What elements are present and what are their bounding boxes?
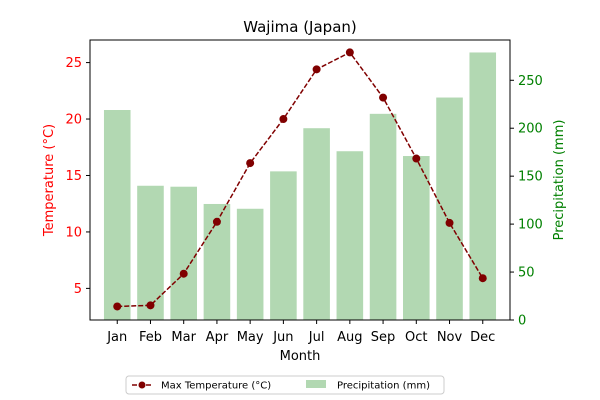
- x-tick-label: Jun: [272, 330, 293, 345]
- right-tick-label: 100: [518, 218, 543, 233]
- x-tick-label: Jan: [106, 330, 127, 345]
- precipitation-bar: [103, 110, 131, 320]
- precipitation-bar: [137, 185, 164, 320]
- precipitation-bar: [270, 171, 297, 320]
- temperature-line-layer: [113, 48, 487, 311]
- x-tick-label: Dec: [470, 330, 495, 345]
- temperature-point: [279, 115, 288, 124]
- legend-frame: [125, 375, 445, 395]
- left-axis-ticks: 5 10 15 20 25: [65, 56, 90, 297]
- precipitation-bar: [236, 208, 264, 320]
- right-tick-label: 250: [518, 74, 543, 89]
- precipitation-bar: [436, 97, 463, 321]
- temperature-point: [478, 274, 487, 283]
- legend-bar-swatch: [306, 380, 326, 388]
- precipitation-bar: [369, 113, 397, 320]
- precipitation-bar: [303, 128, 330, 320]
- plot-frame: [89, 39, 511, 321]
- temperature-point: [212, 217, 221, 226]
- left-tick-label: 15: [65, 169, 82, 184]
- right-axis-ticks: 0 50 100 150 200 250: [510, 74, 543, 329]
- temperature-point: [113, 302, 122, 311]
- left-tick-label: 5: [74, 282, 82, 297]
- temperature-point: [246, 159, 255, 168]
- precipitation-bar: [170, 186, 197, 320]
- temperature-point: [179, 269, 188, 278]
- right-tick-label: 200: [518, 122, 543, 137]
- right-tick-label: 0: [518, 314, 526, 329]
- right-y-axis-label: Precipitation (mm): [552, 120, 567, 241]
- right-tick-label: 50: [518, 266, 535, 281]
- temperature-point: [379, 93, 388, 102]
- left-tick-label: 20: [65, 113, 82, 128]
- x-tick-label: Oct: [405, 330, 427, 345]
- left-tick-label: 10: [65, 225, 82, 240]
- temperature-line: [117, 51, 484, 308]
- left-tick-label: 25: [65, 56, 82, 71]
- temperature-point: [445, 218, 454, 227]
- right-tick-label: 150: [518, 170, 543, 185]
- x-tick-label: Apr: [206, 330, 229, 345]
- chart-title: Wajima (Japan): [243, 18, 357, 36]
- precipitation-bar: [336, 151, 364, 320]
- temperature-point: [345, 48, 354, 57]
- temperature-point: [146, 301, 155, 310]
- temperature-point: [312, 65, 321, 74]
- legend: Max Temperature (°C) Precipitation (mm): [125, 375, 445, 395]
- x-tick-label: Mar: [171, 330, 196, 345]
- x-tick-label: Nov: [437, 330, 463, 345]
- x-axis-ticks: Jan Feb Mar Apr May Jun Jul Aug Sep Oct Nov Dec: [106, 320, 495, 345]
- legend-label-precipitation: Precipitation (mm): [337, 381, 430, 392]
- x-tick-label: Jul: [308, 330, 325, 345]
- x-tick-label: May: [237, 330, 264, 345]
- temperature-point: [412, 154, 421, 163]
- x-tick-label: Feb: [139, 330, 162, 345]
- x-tick-label: Aug: [337, 330, 362, 345]
- x-axis-label: Month: [280, 349, 321, 364]
- legend-label-temperature: Max Temperature (°C): [161, 381, 271, 392]
- legend-marker-swatch: [138, 381, 146, 389]
- left-y-axis-label: Temperature (°C): [42, 124, 57, 237]
- precipitation-bar: [403, 156, 430, 320]
- x-tick-label: Sep: [371, 330, 396, 345]
